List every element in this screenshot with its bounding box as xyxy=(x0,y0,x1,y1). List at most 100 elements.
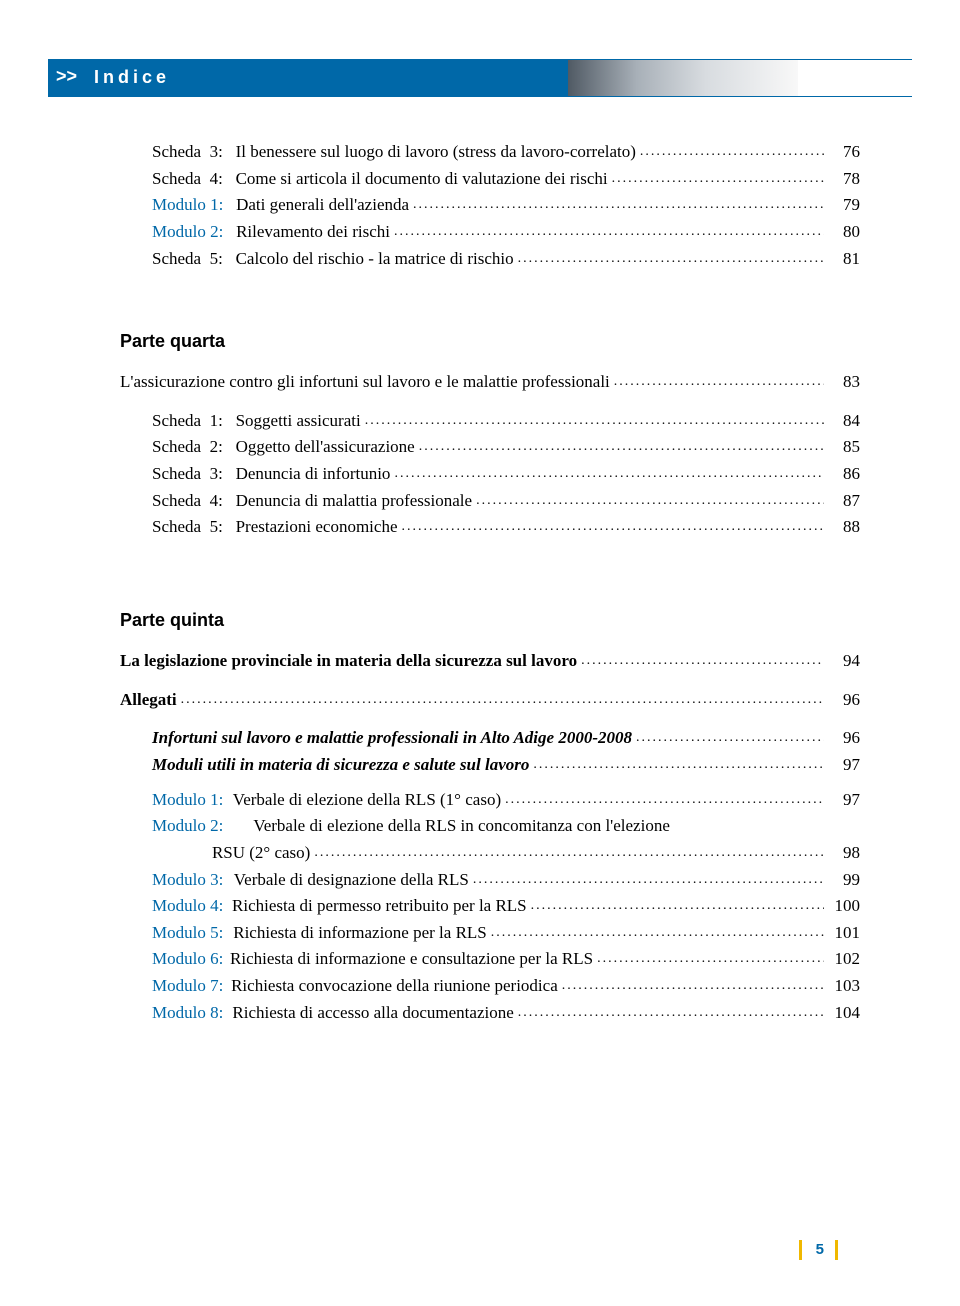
header-gradient xyxy=(568,60,798,96)
toc-row: Modulo 5: Richiesta di informazione per l… xyxy=(120,921,860,946)
parte-quarta-subtitle: L'assicurazione contro gli infortuni sul… xyxy=(120,370,610,395)
toc-label: Scheda 5: xyxy=(152,247,236,272)
parte-quarta-items: Scheda 1: Soggetti assicurati84Scheda 2:… xyxy=(120,409,860,540)
toc-page: 87 xyxy=(824,489,860,514)
toc-label: Modulo 2: xyxy=(152,220,236,245)
toc-title: Denuncia di malattia professionale xyxy=(236,489,473,514)
toc-dots xyxy=(514,1003,824,1023)
toc-label: Modulo 1: xyxy=(152,788,223,813)
parte-quarta-heading: Parte quarta xyxy=(120,331,860,352)
toc-page: 102 xyxy=(824,947,860,972)
toc-row: Moduli utili in materia di sicurezza e s… xyxy=(152,753,860,778)
toc-dots xyxy=(487,923,824,943)
toc-dots xyxy=(390,464,824,484)
toc-page: 76 xyxy=(824,140,860,165)
toc-top-group: Scheda 3: Il benessere sul luogo di lavo… xyxy=(120,140,860,271)
toc-dots xyxy=(310,843,824,863)
toc-label: Modulo 4: xyxy=(152,894,223,919)
toc-dots xyxy=(469,870,824,890)
toc-title: Richiesta di permesso retribuito per la … xyxy=(232,894,527,919)
toc-row: Scheda 1: Soggetti assicurati 84 xyxy=(120,409,860,434)
toc-row: Modulo 1: Verbale di elezione della RLS (… xyxy=(120,788,860,813)
footer-bar-right xyxy=(835,1240,838,1260)
toc-title: Soggetti assicurati xyxy=(236,409,361,434)
toc-row: RSU (2° caso) 98 xyxy=(120,841,860,866)
parte-quinta-sub1-row: La legislazione provinciale in materia d… xyxy=(120,649,860,674)
quinta-moduli-items: Modulo 1: Verbale di elezione della RLS (… xyxy=(120,788,860,1026)
toc-row: Modulo 1: Dati generali dell'azienda 79 xyxy=(120,193,860,218)
toc-row: Modulo 3:Verbale di designazione della R… xyxy=(120,868,860,893)
toc-page: 104 xyxy=(824,1001,860,1026)
toc-dots xyxy=(610,372,824,392)
toc-dots xyxy=(390,222,824,242)
toc-page: 103 xyxy=(824,974,860,999)
toc-row: Scheda 4: Come si articola il documento … xyxy=(120,167,860,192)
toc-page: 88 xyxy=(824,515,860,540)
footer-bar-left xyxy=(799,1240,802,1260)
header-bar: >> Indice xyxy=(0,60,960,96)
toc-page: 78 xyxy=(824,167,860,192)
toc-label: Modulo 3: xyxy=(152,868,223,893)
header-chevrons-icon: >> xyxy=(56,66,77,87)
toc-dots xyxy=(361,411,824,431)
toc-dots xyxy=(514,249,824,269)
toc-label: Scheda 2: xyxy=(152,435,236,460)
toc-page: 86 xyxy=(824,462,860,487)
toc-title: Dati generali dell'azienda xyxy=(236,193,409,218)
toc-dots xyxy=(632,728,824,748)
toc-title: Calcolo del rischio - la matrice di risc… xyxy=(236,247,514,272)
toc-dots xyxy=(472,491,824,511)
toc-dots xyxy=(608,169,824,189)
toc-title: Richiesta di accesso alla documentazione xyxy=(232,1001,513,1026)
toc-page: 97 xyxy=(824,753,860,778)
toc-label: Scheda 3: xyxy=(152,140,236,165)
toc-row: Scheda 5: Calcolo del rischio - la matri… xyxy=(120,247,860,272)
toc-dots xyxy=(501,790,824,810)
toc-row: Scheda 5: Prestazioni economiche88 xyxy=(120,515,860,540)
toc-title: Prestazioni economiche xyxy=(236,515,398,540)
toc-page: 79 xyxy=(824,193,860,218)
toc-page: 98 xyxy=(824,841,860,866)
toc-row: Modulo 2: Rilevamento dei rischi80 xyxy=(120,220,860,245)
toc-label: Modulo 5: xyxy=(152,921,223,946)
toc-title: Verbale di elezione della RLS (1° caso) xyxy=(233,788,501,813)
toc-title: Come si articola il documento di valutaz… xyxy=(236,167,608,192)
toc-dots xyxy=(527,896,824,916)
toc-page: 84 xyxy=(824,409,860,434)
footer: 5 xyxy=(0,1234,960,1258)
toc-label: Modulo 1: xyxy=(152,193,236,218)
toc-label: Scheda 4: xyxy=(152,489,236,514)
toc-label: Scheda 3: xyxy=(152,462,236,487)
toc-label: Modulo 8: xyxy=(152,1001,223,1026)
parte-quarta-subtitle-row: L'assicurazione contro gli infortuni sul… xyxy=(120,370,860,395)
parte-quinta-heading: Parte quinta xyxy=(120,610,860,631)
allegati-title: Allegati xyxy=(120,688,177,713)
toc-label: Modulo 6: xyxy=(152,947,223,972)
toc-title: Infortuni sul lavoro e malattie professi… xyxy=(152,726,632,751)
toc-row: Scheda 2: Oggetto dell'assicurazione 85 xyxy=(120,435,860,460)
header-rule-bottom xyxy=(48,96,912,97)
toc-title: RSU (2° caso) xyxy=(212,841,310,866)
toc-dots xyxy=(415,437,824,457)
toc-title: Verbale di elezione della RLS in concomi… xyxy=(253,814,670,839)
toc-page: 99 xyxy=(824,868,860,893)
toc-title: Richiesta di informazione per la RLS xyxy=(233,921,487,946)
toc-dots xyxy=(593,949,824,969)
toc-page: 101 xyxy=(824,921,860,946)
toc-title: Moduli utili in materia di sicurezza e s… xyxy=(152,753,529,778)
toc-title: Denuncia di infortunio xyxy=(236,462,391,487)
toc-row: Scheda 4: Denuncia di malattia professio… xyxy=(120,489,860,514)
toc-label: Scheda 4: xyxy=(152,167,236,192)
header-title: Indice xyxy=(94,67,170,88)
parte-quinta-sub1: La legislazione provinciale in materia d… xyxy=(120,649,577,674)
toc-content: Scheda 3: Il benessere sul luogo di lavo… xyxy=(120,140,860,1027)
toc-dots xyxy=(636,142,824,162)
toc-page: 80 xyxy=(824,220,860,245)
toc-page: 85 xyxy=(824,435,860,460)
toc-title: Oggetto dell'assicurazione xyxy=(236,435,415,460)
toc-page: 81 xyxy=(824,247,860,272)
quinta-italic-items: Infortuni sul lavoro e malattie professi… xyxy=(120,726,860,777)
toc-title: Il benessere sul luogo di lavoro (stress… xyxy=(236,140,636,165)
toc-page: 96 xyxy=(824,726,860,751)
toc-label: Scheda 1: xyxy=(152,409,236,434)
